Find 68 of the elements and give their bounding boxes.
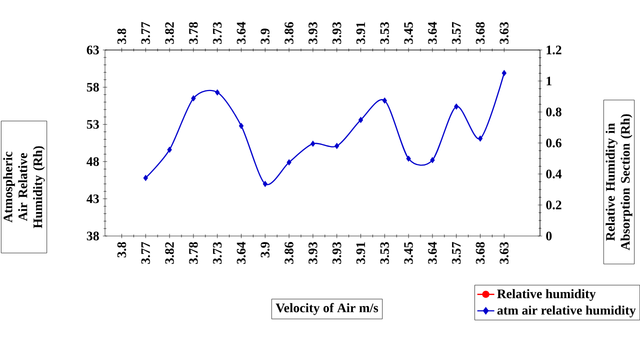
category-label: 3.77	[141, 22, 150, 44]
point	[478, 136, 482, 142]
legend-label: Relative humidity	[497, 289, 596, 301]
y2-tick-label: 1	[546, 76, 552, 86]
y-tick-label: 58	[86, 82, 99, 92]
point	[358, 117, 363, 123]
y2-axis-title: Relative Humidity in Absorption Section (Rh)	[606, 114, 632, 250]
y-tick-label: 38	[86, 232, 99, 240]
x-tick-label: 3.68	[476, 242, 485, 264]
category-label: 3.91	[356, 22, 366, 44]
point	[502, 70, 506, 76]
point	[430, 157, 435, 163]
y-tick-label: 63	[86, 46, 99, 54]
point	[191, 96, 196, 102]
x-tick-label: 3.57	[452, 242, 461, 264]
category-label: 3.86	[284, 22, 294, 44]
y-tick-label: 53	[86, 120, 99, 129]
y-tick-label: 48	[86, 157, 99, 166]
x-tick-label: 3.78	[189, 242, 198, 264]
x-tick-label: 3.93	[308, 242, 318, 264]
category-label: 3.9	[260, 28, 270, 44]
x-tick-label: 3.9	[260, 242, 270, 258]
point	[167, 146, 172, 152]
category-label: 3.45	[404, 22, 413, 44]
category-label: 3.93	[332, 22, 342, 44]
point	[239, 123, 244, 129]
y2-tick-label: 1.2	[546, 46, 562, 54]
y2-tick-label: 0.8	[546, 108, 562, 116]
y2-tick-label: 0	[546, 232, 552, 240]
x-tick-label: 3.64	[428, 242, 437, 264]
point	[334, 143, 340, 149]
x-tick-label: 3.45	[404, 242, 413, 264]
x-tick-label: 3.8	[117, 242, 126, 258]
category-label: 3.64	[428, 22, 437, 44]
y-tick-label: 43	[86, 194, 99, 204]
x-tick-label: 3.63	[500, 242, 509, 264]
x-tick-label: 3.91	[356, 242, 366, 264]
x-tick-label: 3.86	[284, 242, 294, 264]
x-tick-label: 3.53	[380, 242, 390, 264]
category-label: 3.78	[189, 22, 198, 44]
category-label: 3.53	[380, 22, 390, 44]
category-label: 3.8	[117, 28, 126, 44]
point	[286, 160, 292, 166]
x-tick-label: 3.77	[141, 242, 150, 264]
point	[406, 156, 411, 162]
point	[310, 140, 316, 147]
point	[262, 181, 268, 187]
y2-tick-label: 0.4	[546, 170, 562, 178]
category-label: 3.64	[236, 22, 246, 44]
category-label: 3.93	[308, 22, 318, 44]
x-tick-label: 3.93	[332, 242, 342, 264]
legend-label: atm air relative humidity	[497, 306, 636, 318]
y2-tick-label: 0.6	[546, 138, 562, 148]
point	[215, 90, 220, 96]
x-tick-label: 3.64	[236, 242, 246, 264]
category-label: 3.57	[452, 22, 461, 44]
category-label: 3.63	[500, 22, 509, 44]
point	[143, 175, 148, 181]
category-label: 3.82	[165, 22, 174, 44]
x-tick-label: 3.82	[165, 242, 174, 264]
point	[454, 104, 459, 110]
y2-tick-label: 0.2	[546, 200, 562, 210]
x-axis-title: Velocity of Air m/s	[276, 303, 378, 315]
category-label: 3.68	[476, 22, 485, 44]
category-label: 3.73	[212, 22, 222, 44]
x-tick-label: 3.73	[212, 242, 222, 264]
y-axis-title: Atmospheric Air Relative Humidity (Rh)	[3, 146, 45, 228]
point	[382, 98, 387, 104]
